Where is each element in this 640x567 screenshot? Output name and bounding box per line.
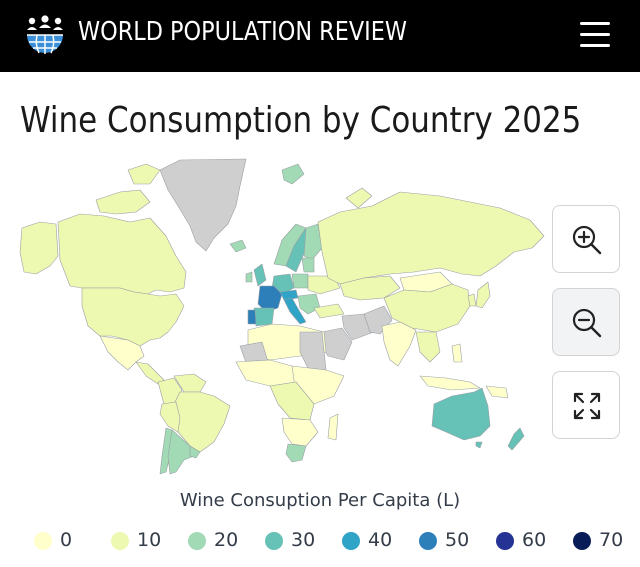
fullscreen-button[interactable] — [552, 371, 620, 439]
country-papua-new-guinea[interactable] — [485, 385, 509, 399]
top-bar: WORLD POPULATION REVIEW — [0, 0, 640, 72]
legend-color-swatch — [265, 532, 283, 550]
legend-color-swatch — [188, 532, 206, 550]
country-kazakhstan[interactable] — [339, 275, 401, 301]
country-spain[interactable] — [253, 307, 275, 327]
country-southern-africa[interactable] — [281, 417, 319, 447]
country-italy[interactable] — [283, 297, 307, 325]
fullscreen-icon — [573, 392, 601, 420]
world-choropleth-map[interactable] — [0, 156, 640, 486]
country-australia[interactable] — [431, 387, 491, 441]
zoom-out-button[interactable] — [552, 288, 620, 356]
country-canada[interactable] — [57, 213, 187, 295]
country-poland[interactable] — [291, 273, 309, 289]
country-baltics[interactable] — [301, 257, 315, 273]
legend-color-swatch — [34, 532, 52, 550]
legend-title: Wine Consuption Per Capita (L) — [179, 490, 461, 511]
brand-name[interactable]: WORLD POPULATION REVIEW — [78, 17, 407, 47]
legend-label: 10 — [137, 529, 162, 551]
country-tasmania[interactable] — [475, 441, 483, 449]
menu-button[interactable] — [580, 20, 612, 50]
legend-label: 40 — [368, 529, 393, 551]
country-russia-islands[interactable] — [345, 187, 373, 209]
country-philippines[interactable] — [451, 343, 463, 363]
legend-label: 30 — [291, 529, 316, 551]
country-central-america[interactable] — [135, 361, 165, 385]
legend-color-swatch — [342, 532, 360, 550]
legend-color-swatch — [111, 532, 129, 550]
legend-label: 70 — [599, 529, 624, 551]
country-new-zealand[interactable] — [507, 427, 525, 451]
country-russia[interactable] — [317, 191, 545, 285]
country-portugal[interactable] — [247, 309, 257, 325]
country-greenland[interactable] — [159, 158, 247, 252]
country-indonesia[interactable] — [419, 375, 481, 391]
zoom-out-icon — [572, 308, 602, 338]
country-finland[interactable] — [303, 223, 323, 261]
country-ireland[interactable] — [245, 271, 253, 283]
legend-label: 0 — [60, 529, 73, 551]
zoom-in-icon — [572, 225, 602, 255]
country-austria[interactable] — [279, 289, 299, 301]
country-india[interactable] — [381, 321, 417, 367]
legend-label: 60 — [522, 529, 547, 551]
country-usa[interactable] — [81, 287, 185, 347]
country-japan[interactable] — [475, 281, 491, 309]
globe-people-logo-icon[interactable] — [24, 14, 66, 56]
country-egypt-sudan[interactable] — [299, 331, 327, 371]
country-canada-islands[interactable] — [95, 189, 151, 215]
country-svalbard[interactable] — [281, 163, 305, 185]
country-usa-alaska[interactable] — [19, 221, 59, 275]
country-peru[interactable] — [159, 401, 181, 433]
legend-color-swatch — [419, 532, 437, 550]
country-south-africa[interactable] — [285, 443, 307, 463]
country-madagascar[interactable] — [327, 413, 339, 441]
menu-icon — [580, 22, 610, 25]
legend-color-swatch — [573, 532, 591, 550]
zoom-in-button[interactable] — [552, 205, 620, 273]
country-turkey[interactable] — [313, 303, 345, 319]
country-canada-islands[interactable] — [127, 163, 161, 185]
country-france[interactable] — [257, 285, 283, 313]
page-title: Wine Consumption by Country 2025 — [20, 100, 582, 141]
country-west-africa[interactable] — [235, 359, 297, 387]
country-uruguay[interactable] — [189, 445, 201, 459]
legend-color-swatch — [496, 532, 514, 550]
country-southeast-asia[interactable] — [415, 331, 441, 363]
country-iceland[interactable] — [229, 239, 247, 253]
legend-label: 20 — [214, 529, 239, 551]
legend-label: 50 — [445, 529, 470, 551]
country-uk[interactable] — [253, 263, 267, 287]
country-venezuela[interactable] — [173, 373, 207, 393]
